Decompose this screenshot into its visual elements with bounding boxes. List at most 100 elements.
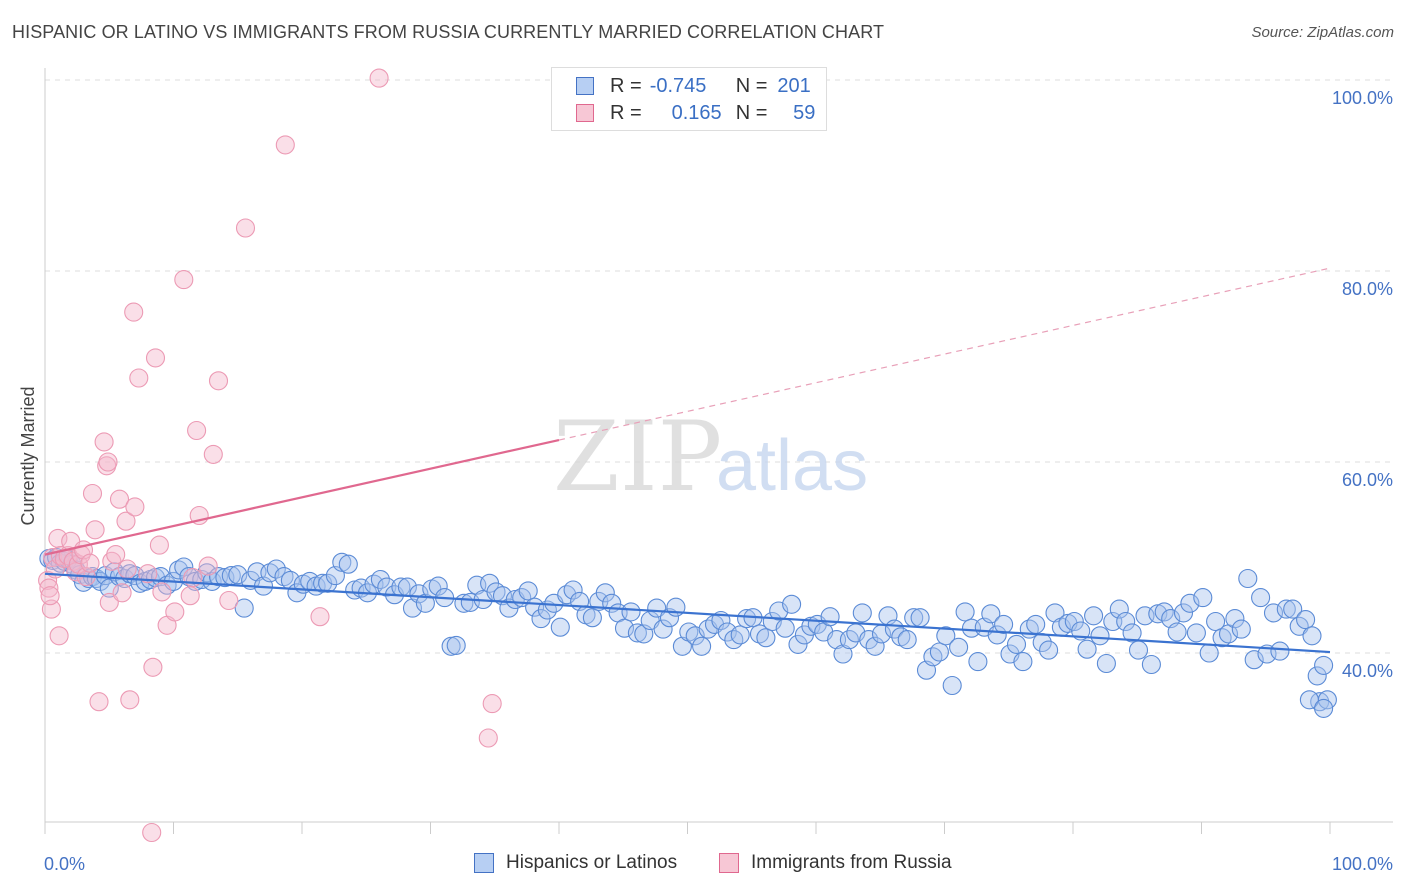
data-point-russia xyxy=(85,520,105,540)
legend-r-label: R = xyxy=(610,101,642,124)
data-point-russia xyxy=(235,218,256,238)
legend-swatch-pink xyxy=(719,853,739,873)
data-point-hispanics xyxy=(1244,650,1264,670)
correlation-legend: R = -0.745 N = 201 R = 0.165 N = 59 xyxy=(551,67,827,131)
data-point-hispanics xyxy=(1251,588,1271,608)
watermark-zip: ZIP xyxy=(553,401,722,513)
data-point-hispanics xyxy=(833,644,853,664)
data-point-hispanics xyxy=(672,636,692,656)
legend-n-label: N = xyxy=(735,101,768,124)
data-point-hispanics xyxy=(338,554,358,574)
data-point-hispanics xyxy=(1186,623,1206,643)
data-point-russia xyxy=(142,822,162,843)
data-point-hispanics xyxy=(730,625,750,645)
data-point-hispanics xyxy=(1128,640,1149,660)
trend-lines xyxy=(44,267,1331,654)
data-point-hispanics xyxy=(627,623,647,643)
data-point-hispanics xyxy=(942,675,962,696)
data-point-russia xyxy=(125,497,145,517)
y-axis-label: Currently Married xyxy=(18,386,38,525)
data-point-russia xyxy=(80,553,100,573)
data-point-russia xyxy=(82,483,103,504)
series-legend: Hispanics or Latinos Immigrants from Rus… xyxy=(0,852,1406,878)
legend-n-value: 59 xyxy=(793,101,816,124)
data-point-hispanics xyxy=(1122,623,1142,643)
data-point-hispanics xyxy=(1302,626,1322,646)
x-tick-label: 0.0% xyxy=(44,854,85,874)
data-point-russia xyxy=(109,489,130,509)
data-point-hispanics xyxy=(949,637,969,657)
data-point-hispanics xyxy=(647,598,667,618)
data-point-hispanics xyxy=(614,618,635,638)
data-point-russia xyxy=(106,545,126,565)
data-point-hispanics xyxy=(492,586,513,606)
y-tick-label: 80.0% xyxy=(1342,279,1393,299)
data-point-hispanics xyxy=(910,608,930,628)
data-point-hispanics xyxy=(897,630,917,650)
data-point-hispanics xyxy=(981,604,1001,624)
data-point-hispanics xyxy=(1270,641,1290,661)
data-point-russia xyxy=(219,590,239,611)
data-point-hispanics xyxy=(1199,643,1219,663)
data-point-russia xyxy=(149,535,169,555)
data-point-hispanics xyxy=(446,635,466,655)
data-point-russia xyxy=(478,728,498,748)
legend-label-russia: Immigrants from Russia xyxy=(751,852,952,873)
watermark: ZIP atlas xyxy=(553,401,868,513)
data-point-russia xyxy=(49,626,69,646)
data-point-hispanics xyxy=(1013,652,1033,672)
legend-row-russia: R = 0.165 N = 59 xyxy=(576,101,815,125)
data-point-hispanics xyxy=(1231,619,1251,639)
data-point-hispanics xyxy=(1307,666,1327,686)
data-point-hispanics xyxy=(929,642,949,662)
data-point-russia xyxy=(145,348,166,368)
data-point-russia xyxy=(203,444,223,464)
data-point-hispanics xyxy=(1084,606,1104,626)
data-point-hispanics xyxy=(936,626,956,646)
data-point-russia xyxy=(198,556,218,576)
data-point-russia xyxy=(89,692,109,712)
data-point-russia xyxy=(174,270,194,290)
legend-n-label: N = xyxy=(735,74,768,97)
data-point-russia xyxy=(187,420,207,441)
data-point-hispanics xyxy=(1026,614,1046,634)
legend-item-hispanics: Hispanics or Latinos xyxy=(474,852,677,874)
data-point-hispanics xyxy=(1314,655,1334,675)
data-point-hispanics xyxy=(621,602,641,622)
data-point-hispanics xyxy=(801,616,821,636)
data-point-hispanics xyxy=(692,636,712,656)
trend-line-russia xyxy=(44,438,560,556)
legend-swatch-blue xyxy=(474,853,494,873)
series-russia-points xyxy=(38,68,502,843)
data-point-hispanics xyxy=(1148,604,1168,624)
data-point-russia xyxy=(143,657,163,677)
data-point-hispanics xyxy=(1225,609,1245,629)
data-point-hispanics xyxy=(775,618,795,638)
data-point-hispanics xyxy=(234,598,254,618)
data-point-hispanics xyxy=(518,581,538,601)
data-point-hispanics xyxy=(1077,639,1097,659)
data-point-russia xyxy=(138,564,158,584)
data-point-russia xyxy=(208,371,229,391)
data-point-hispanics xyxy=(1045,603,1065,623)
data-point-russia xyxy=(129,368,149,388)
data-point-hispanics xyxy=(1206,611,1226,632)
data-point-hispanics xyxy=(1193,588,1213,608)
data-point-hispanics xyxy=(428,576,448,596)
data-point-hispanics xyxy=(1090,626,1110,646)
data-point-russia xyxy=(165,602,185,622)
data-point-hispanics xyxy=(1276,599,1296,619)
data-point-hispanics xyxy=(1263,603,1284,623)
data-point-hispanics xyxy=(266,559,286,579)
data-point-russia xyxy=(98,452,118,472)
legend-r-label: R = xyxy=(610,74,642,97)
data-point-hispanics xyxy=(659,608,680,628)
y-tick-label: 60.0% xyxy=(1342,470,1393,490)
data-point-hispanics xyxy=(756,628,776,648)
data-point-russia xyxy=(275,135,295,155)
data-point-hispanics xyxy=(968,652,988,672)
data-point-russia xyxy=(152,582,172,602)
legend-swatch-blue xyxy=(576,77,594,95)
legend-r-value: 0.165 xyxy=(671,101,722,124)
